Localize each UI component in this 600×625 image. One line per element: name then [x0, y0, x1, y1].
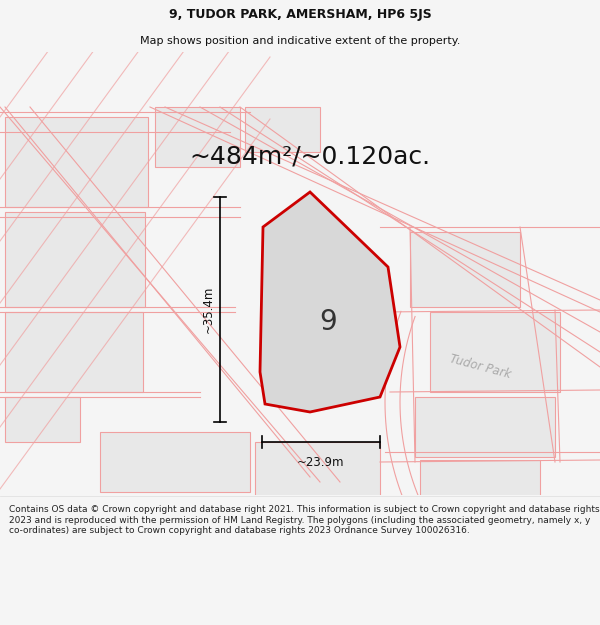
Polygon shape: [245, 107, 320, 152]
Polygon shape: [5, 397, 80, 442]
Polygon shape: [430, 312, 560, 392]
Polygon shape: [260, 192, 400, 412]
Polygon shape: [255, 442, 380, 497]
Polygon shape: [100, 432, 250, 492]
Polygon shape: [5, 117, 148, 207]
Text: 9, TUDOR PARK, AMERSHAM, HP6 5JS: 9, TUDOR PARK, AMERSHAM, HP6 5JS: [169, 8, 431, 21]
Text: Map shows position and indicative extent of the property.: Map shows position and indicative extent…: [140, 36, 460, 46]
Polygon shape: [155, 107, 240, 167]
Polygon shape: [410, 232, 520, 307]
Text: 9: 9: [319, 308, 337, 336]
Polygon shape: [415, 397, 555, 457]
Text: ~484m²/~0.120ac.: ~484m²/~0.120ac.: [190, 145, 431, 169]
Text: Tudor Park: Tudor Park: [448, 352, 512, 381]
Text: ~35.4m: ~35.4m: [202, 286, 215, 333]
Text: ~23.9m: ~23.9m: [297, 456, 345, 469]
Text: Contains OS data © Crown copyright and database right 2021. This information is : Contains OS data © Crown copyright and d…: [9, 506, 599, 535]
Polygon shape: [5, 312, 143, 392]
Polygon shape: [5, 212, 145, 307]
Polygon shape: [420, 460, 540, 497]
